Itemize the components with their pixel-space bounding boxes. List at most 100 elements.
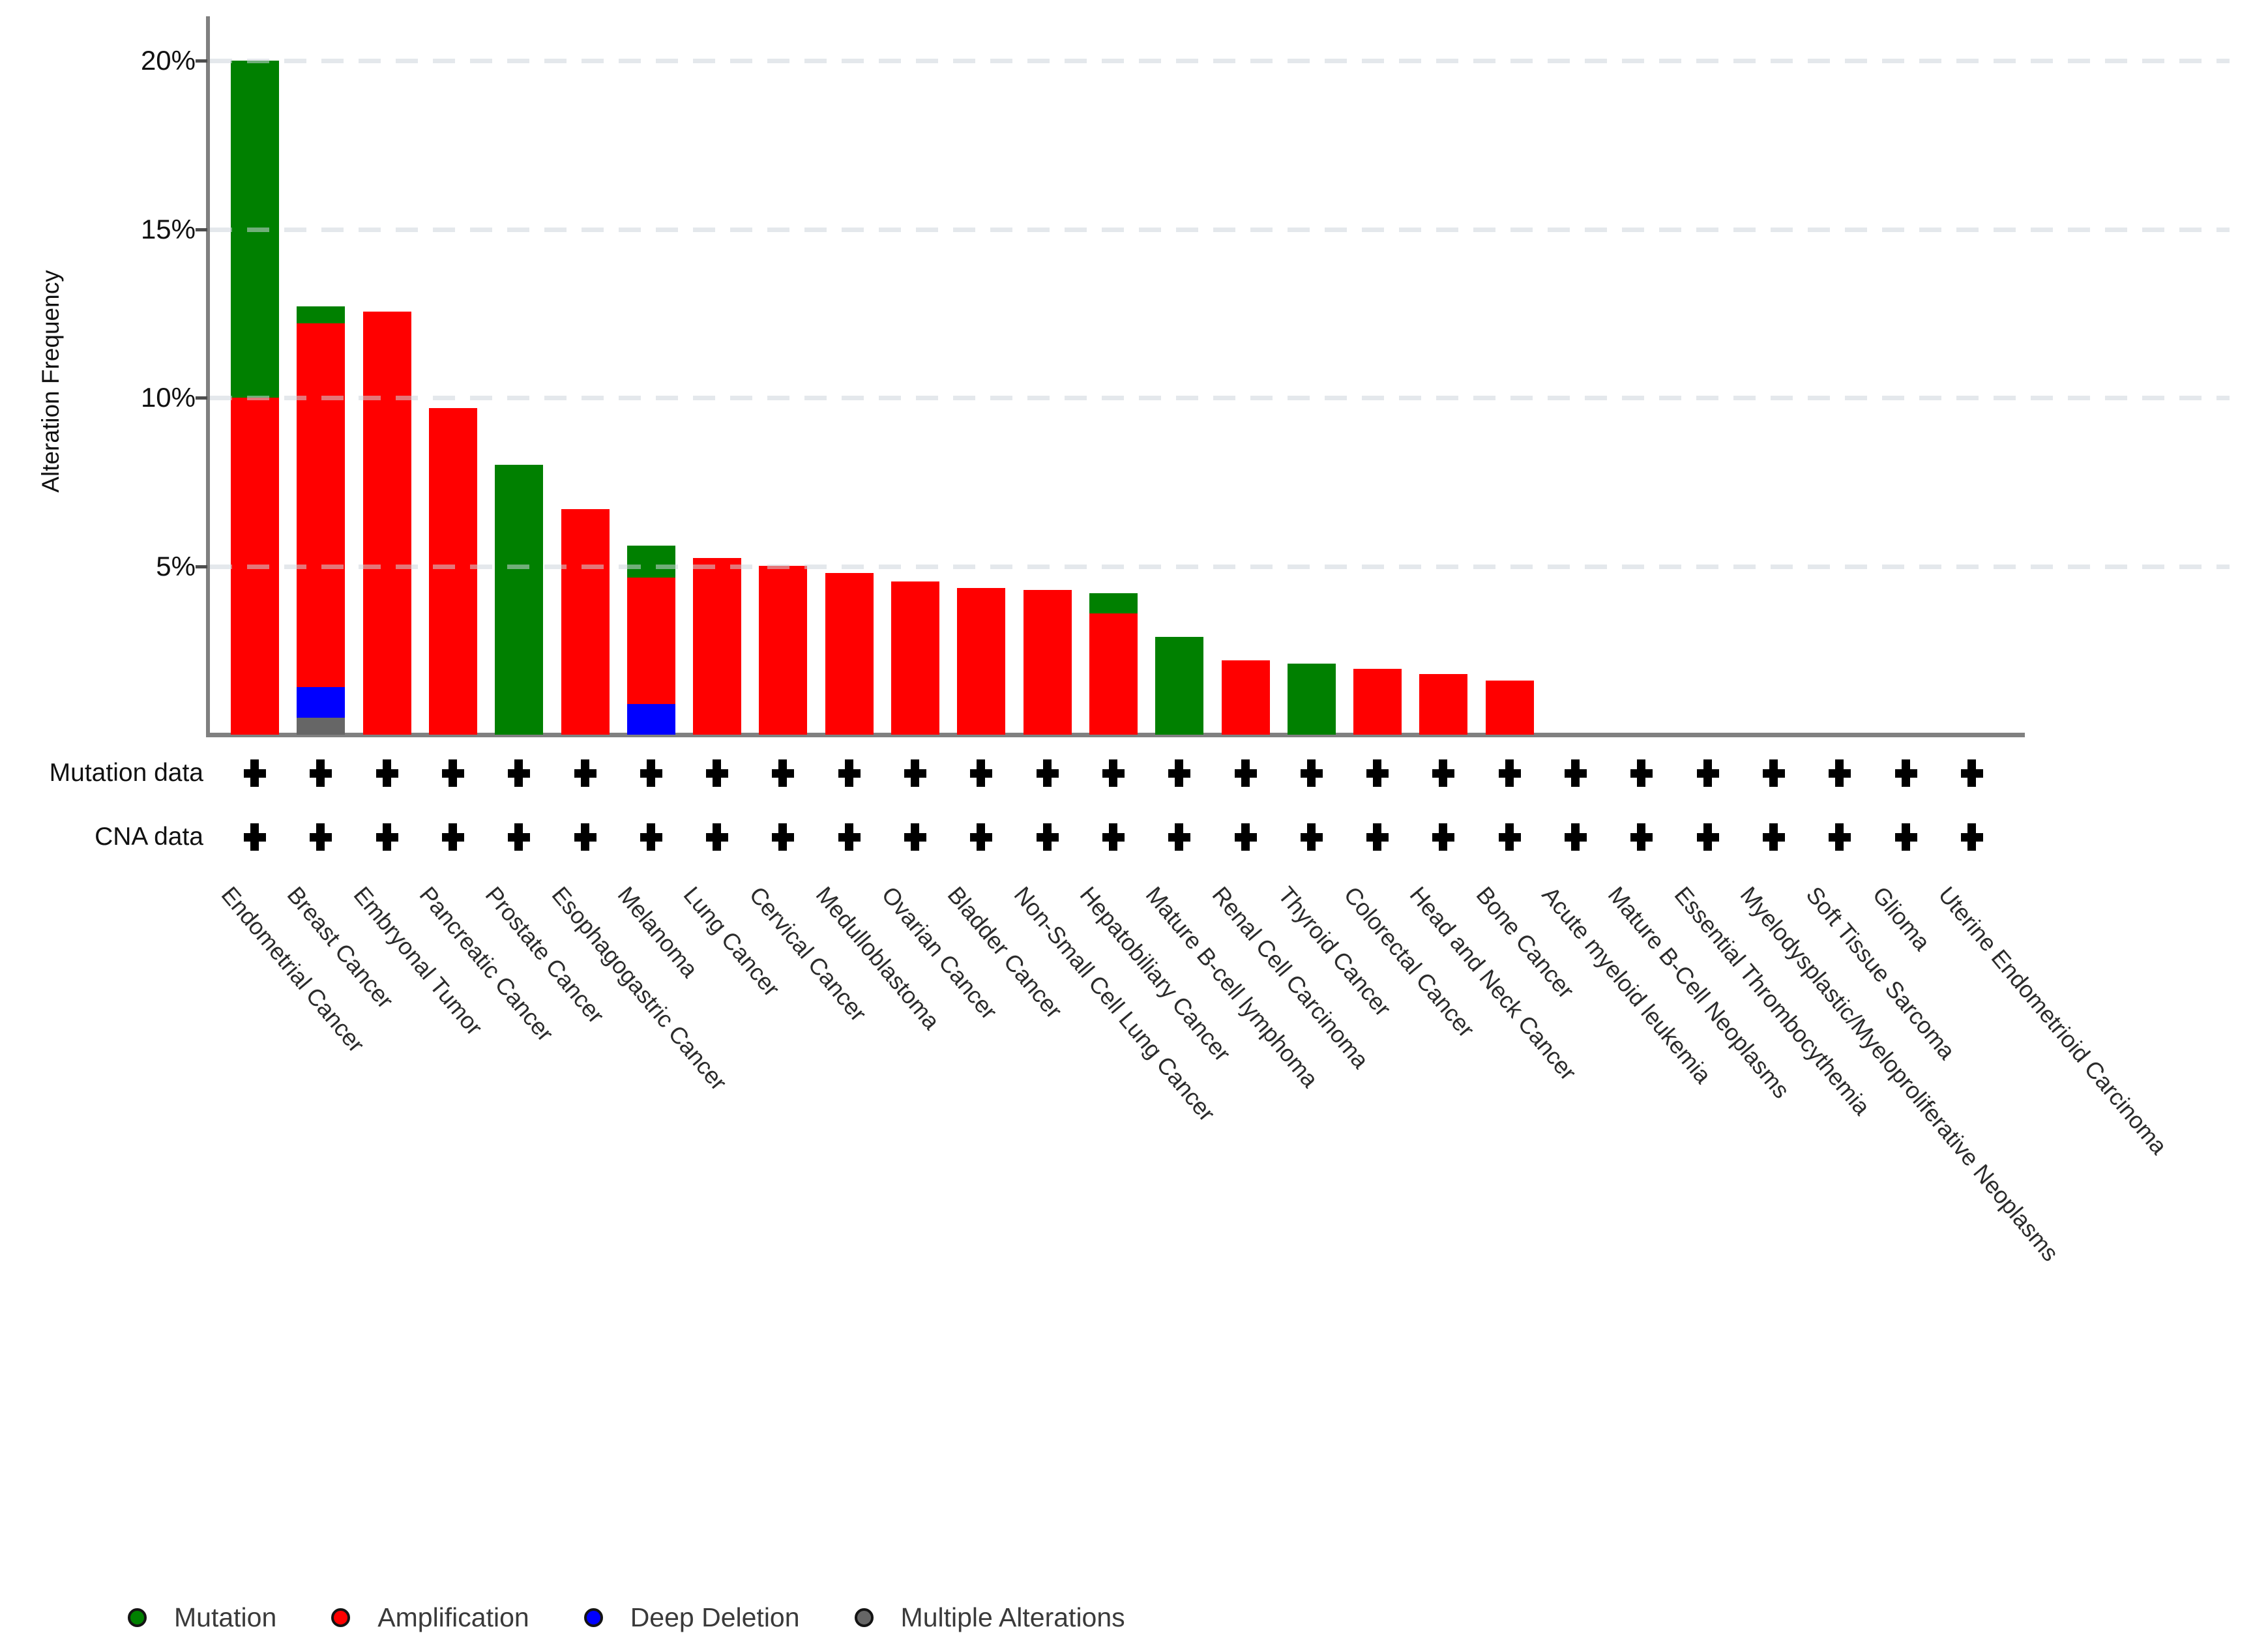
- bar-segment-mutation: [1288, 664, 1336, 735]
- y-tick-label: 20%: [140, 45, 196, 76]
- bar-segment-amplification: [1222, 660, 1270, 735]
- x-axis-label: Cervical Cancer: [744, 881, 872, 1027]
- bar[interactable]: [1353, 669, 1402, 735]
- cna-data-plus-icon: [1366, 823, 1389, 851]
- gridline: [210, 396, 2230, 400]
- y-tick-mark: [196, 228, 207, 231]
- mutation-data-plus-icon: [376, 759, 398, 787]
- bar[interactable]: [1486, 681, 1534, 735]
- cna-data-plus-icon: [1630, 823, 1653, 851]
- bar[interactable]: [297, 306, 345, 735]
- bar-segment-amplification: [759, 566, 807, 735]
- cna-data-plus-icon: [310, 823, 332, 851]
- legend-label: Multiple Alterations: [900, 1602, 1125, 1632]
- bar[interactable]: [627, 546, 675, 735]
- x-axis-label: Thyroid Cancer: [1273, 881, 1396, 1021]
- cna-data-plus-icon: [772, 823, 795, 851]
- mutation-data-plus-icon: [970, 759, 993, 787]
- legend-dot-icon: [128, 1608, 147, 1627]
- chart-legend: Mutation Amplification Deep Deletion Multip…: [128, 1602, 1125, 1633]
- cna-data-plus-icon: [1762, 823, 1785, 851]
- bar[interactable]: [1419, 674, 1467, 735]
- gridline: [210, 564, 2230, 569]
- mutation-data-plus-icon: [1300, 759, 1323, 787]
- legend-dot-icon: [331, 1608, 351, 1627]
- bar[interactable]: [693, 558, 741, 735]
- x-axis-label: Prostate Cancer: [480, 881, 610, 1029]
- cna-data-plus-icon: [706, 823, 729, 851]
- cna-data-plus-icon: [574, 823, 596, 851]
- bar-segment-mutation: [1155, 637, 1203, 735]
- legend-item-mutation: Mutation: [128, 1602, 276, 1633]
- mutation-data-plus-icon: [904, 759, 926, 787]
- cna-data-plus-icon: [1168, 823, 1191, 851]
- bar[interactable]: [1024, 590, 1072, 735]
- bar[interactable]: [1288, 664, 1336, 735]
- bar-segment-amplification: [693, 558, 741, 735]
- bar[interactable]: [1222, 660, 1270, 735]
- legend-item-amplification: Amplification: [331, 1602, 529, 1633]
- cna-data-plus-icon: [1829, 823, 1851, 851]
- mutation-data-plus-icon: [1432, 759, 1455, 787]
- mutation-data-plus-icon: [574, 759, 596, 787]
- legend-label: Deep Deletion: [630, 1602, 800, 1632]
- cna-data-plus-icon: [904, 823, 926, 851]
- bar[interactable]: [759, 566, 807, 735]
- cna-data-plus-icon: [1036, 823, 1059, 851]
- bar-segment-amplification: [561, 509, 610, 735]
- cna-data-plus-icon: [1300, 823, 1323, 851]
- mutation-data-plus-icon: [1234, 759, 1257, 787]
- mutation-data-plus-icon: [1894, 759, 1917, 787]
- bar-segment-amplification: [363, 312, 411, 735]
- bar-segment-deep-deletion: [627, 704, 675, 735]
- bar[interactable]: [957, 588, 1005, 735]
- bar-segment-multiple-alterations: [297, 718, 345, 735]
- mutation-data-plus-icon: [1565, 759, 1587, 787]
- mutation-data-plus-icon: [1696, 759, 1719, 787]
- bar-segment-deep-deletion: [297, 687, 345, 718]
- legend-item-multiple-alterations: Multiple Alterations: [854, 1602, 1125, 1633]
- cna-data-plus-icon: [1234, 823, 1257, 851]
- legend-label: Mutation: [174, 1602, 277, 1632]
- cna-data-plus-icon: [1565, 823, 1587, 851]
- cna-data-plus-icon: [1102, 823, 1125, 851]
- x-axis-label: Ovarian Cancer: [876, 881, 1003, 1025]
- bar[interactable]: [825, 573, 874, 735]
- mutation-data-plus-icon: [1102, 759, 1125, 787]
- mutation-data-row-label: Mutation data: [49, 759, 203, 787]
- mutation-data-plus-icon: [310, 759, 332, 787]
- mutation-data-plus-icon: [838, 759, 861, 787]
- mutation-data-plus-icon: [1036, 759, 1059, 787]
- bar[interactable]: [561, 509, 610, 735]
- cna-data-plus-icon: [1696, 823, 1719, 851]
- bar-segment-amplification: [627, 578, 675, 704]
- y-tick-mark: [196, 396, 207, 400]
- cna-data-row-label: CNA data: [95, 823, 203, 851]
- mutation-data-plus-icon: [508, 759, 531, 787]
- bar[interactable]: [363, 312, 411, 735]
- x-axis-label: Bladder Cancer: [942, 881, 1068, 1023]
- legend-dot-icon: [854, 1608, 874, 1627]
- mutation-data-plus-icon: [1960, 759, 1983, 787]
- y-tick-label: 10%: [140, 382, 196, 413]
- bar[interactable]: [495, 465, 543, 735]
- mutation-data-plus-icon: [1168, 759, 1191, 787]
- bar[interactable]: [1089, 593, 1138, 735]
- bar-segment-amplification: [1353, 669, 1402, 735]
- mutation-data-plus-icon: [1498, 759, 1521, 787]
- bar-segment-amplification: [957, 588, 1005, 735]
- cna-data-plus-icon: [1960, 823, 1983, 851]
- bar[interactable]: [1155, 637, 1203, 735]
- bar[interactable]: [231, 61, 279, 735]
- mutation-data-plus-icon: [441, 759, 464, 787]
- mutation-data-plus-icon: [1829, 759, 1851, 787]
- bar[interactable]: [891, 581, 939, 735]
- x-axis-label: Medulloblastoma: [810, 881, 945, 1035]
- bar-segment-amplification: [1419, 674, 1467, 735]
- y-tick-mark: [196, 565, 207, 568]
- mutation-data-plus-icon: [640, 759, 662, 787]
- bar-segment-mutation: [627, 546, 675, 578]
- cna-data-plus-icon: [508, 823, 531, 851]
- bar[interactable]: [429, 408, 477, 735]
